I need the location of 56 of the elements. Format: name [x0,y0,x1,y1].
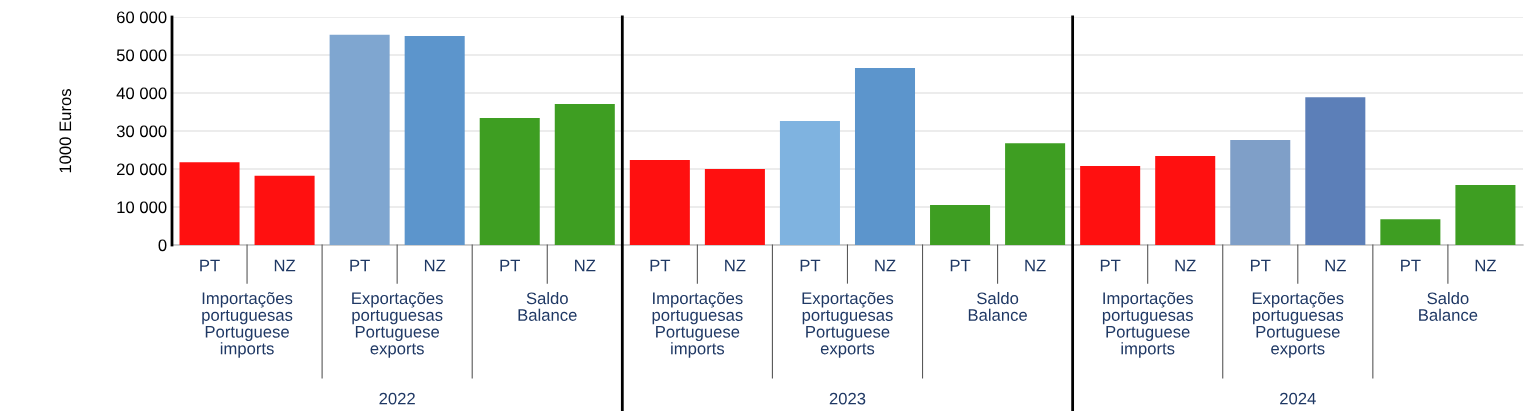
x-tick-label: NZ [725,259,746,272]
text: Saldo Balance [1419,291,1478,321]
y-tick-label: 50 000 [116,49,167,62]
x-tick-label: NZ [1025,259,1046,272]
bar [930,205,991,245]
y-tick-label: 40 000 [116,87,167,100]
bar [554,104,615,245]
bar [1455,184,1516,245]
text: Exportações portuguesas Portuguese exports [802,292,894,358]
bar [779,121,840,245]
x-tick-label: PT [1250,259,1271,272]
text: Importações portuguesas Portuguese imports [202,292,293,358]
bar [1305,97,1366,245]
y-tick-label: 10 000 [117,201,167,214]
bar [1080,165,1141,245]
x-tick-label: PT [650,259,671,272]
text: 2022 [379,392,415,405]
text: 2024 [1280,392,1316,405]
x-tick-label: PT [1401,259,1421,272]
bar [479,118,540,245]
y-tick-label: 0 [158,239,167,252]
x-tick-label: NZ [875,259,896,272]
text: 2023 [829,392,866,405]
x-tick-label: PT [350,259,370,272]
bar [1155,156,1216,245]
y-tick-label: 60 000 [117,11,167,24]
x-tick-label: PT [200,259,220,272]
x-tick-label: PT [950,259,971,272]
y-axis-title: 1000 Euros [59,88,72,173]
text: Saldo Balance [518,291,577,321]
x-tick-label: NZ [274,259,296,272]
text: Saldo Balance [968,291,1027,321]
bar [704,169,765,245]
text: Exportações portuguesas Portuguese exports [1252,292,1344,358]
y-tick-label: 30 000 [116,125,167,138]
text: Importações portuguesas Portuguese imports [1102,292,1193,358]
bar [329,34,390,245]
bar [629,159,690,245]
x-tick-label: NZ [575,259,596,272]
bar [1005,143,1066,245]
text: Exportações portuguesas Portuguese exports [352,292,443,358]
x-tick-label: NZ [1325,259,1346,272]
bar [1230,140,1291,245]
bar [179,162,240,245]
x-tick-label: NZ [1475,259,1497,272]
x-tick-label: PT [1100,259,1121,272]
x-tick-label: PT [500,259,520,272]
bar [854,67,916,245]
bar [254,175,315,245]
text: Importações portuguesas Portuguese imports [652,292,743,358]
bar [404,36,465,245]
x-tick-label: NZ [424,259,446,272]
y-tick-label: 20 000 [117,163,167,176]
bar [1380,219,1441,245]
x-tick-label: NZ [1175,259,1196,272]
x-tick-label: PT [800,259,821,272]
